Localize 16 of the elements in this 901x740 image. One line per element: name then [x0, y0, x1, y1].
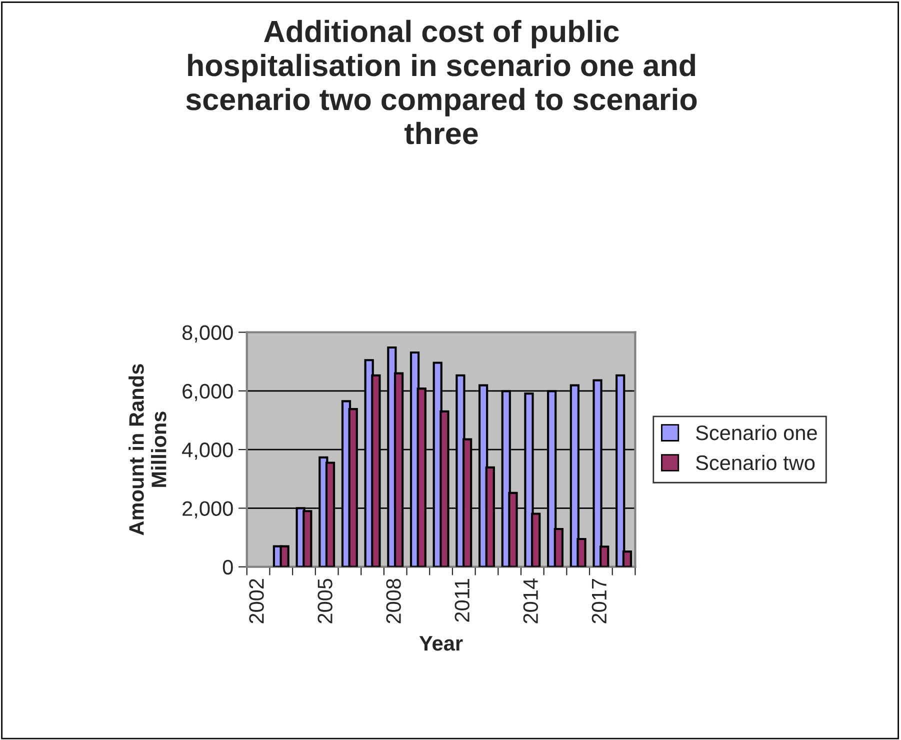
x-tick-label: 2017 [592, 578, 607, 624]
y-tick-label: 4,000 [182, 442, 233, 460]
x-axis-title: Year [419, 636, 463, 651]
x-tick-label: 2011 [454, 578, 470, 622]
x-tick-label: 2014 [523, 578, 538, 624]
x-tick-label: 2005 [318, 578, 332, 624]
y-tick-label: 8,000 [182, 325, 233, 342]
chart-title: Additional cost of public hospitalisation in scenario one and scenario two compared to scenario three [186, 20, 697, 144]
x-tick-label: 2002 [249, 578, 264, 624]
y-tick-label: 6,000 [182, 384, 233, 402]
x-tick-label: 2008 [386, 578, 401, 624]
legend-label: Scenario two [696, 454, 815, 470]
legend-label: Scenario one [696, 424, 817, 440]
y-tick-label: 0 [222, 560, 233, 575]
y-axis-title: Amount in Rands Millions [128, 364, 166, 536]
y-tick-label: 2,000 [182, 501, 233, 518]
